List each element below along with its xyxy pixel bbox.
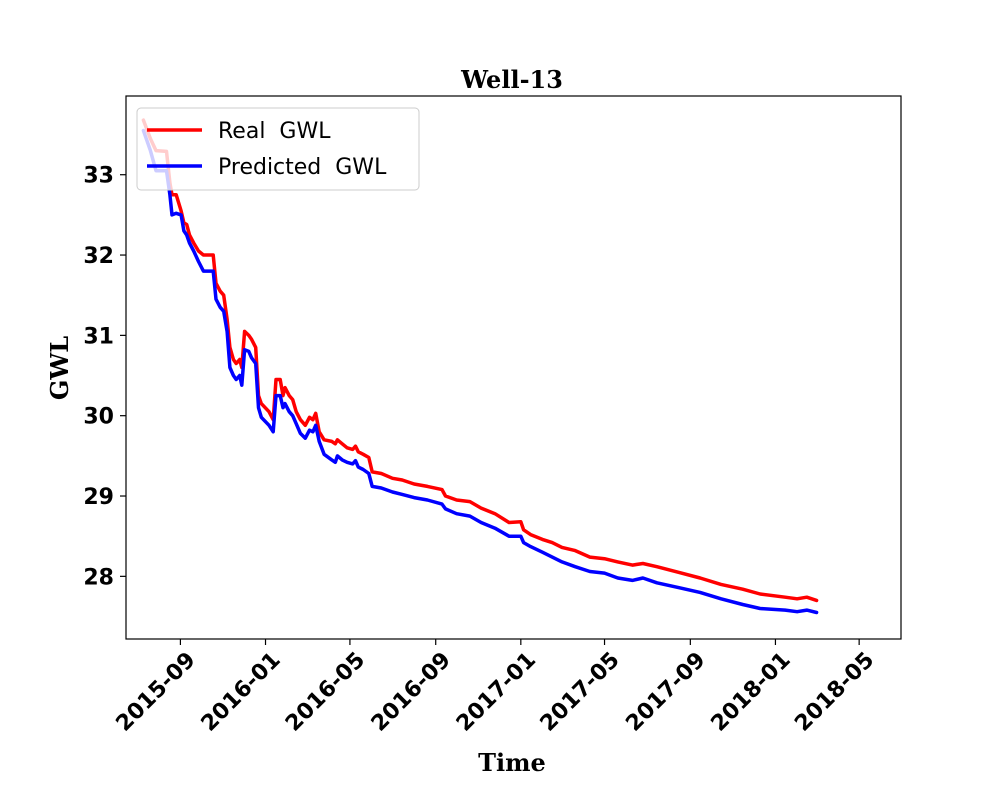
x-axis-ticks: 2015-092016-012016-052016-092017-012017-…: [112, 639, 879, 737]
y-tick-label: 28: [83, 565, 114, 590]
x-tick-label: 2016-01: [197, 648, 286, 737]
y-tick-label: 30: [83, 405, 114, 430]
x-tick-label: 2017-05: [536, 648, 625, 737]
y-axis-label: GWL: [45, 336, 74, 400]
legend-label-0: Real GWL: [218, 119, 331, 144]
x-tick-label: 2017-01: [452, 648, 541, 737]
x-tick-label: 2017-09: [621, 648, 710, 737]
chart-title: Well-13: [460, 65, 563, 94]
series-line-1: [141, 128, 819, 615]
plot-lines: [141, 118, 819, 615]
x-tick-label: 2016-05: [281, 648, 370, 737]
x-tick-label: 2018-05: [790, 648, 879, 737]
legend-label-1: Predicted GWL: [218, 155, 387, 180]
x-axis-label: Time: [478, 748, 546, 777]
legend: Real GWL Predicted GWL: [136, 107, 420, 191]
y-tick-label: 31: [83, 324, 114, 349]
legend-box: [136, 107, 420, 191]
x-tick-label: 2015-09: [112, 648, 201, 737]
y-tick-label: 33: [83, 164, 114, 189]
y-tick-label: 32: [83, 244, 114, 269]
plot-frame: [125, 95, 902, 640]
x-tick-label: 2018-01: [707, 648, 796, 737]
x-tick-label: 2016-09: [367, 648, 456, 737]
y-tick-label: 29: [83, 485, 114, 510]
y-axis-ticks: 28 29 30 31 32 33: [83, 164, 126, 590]
